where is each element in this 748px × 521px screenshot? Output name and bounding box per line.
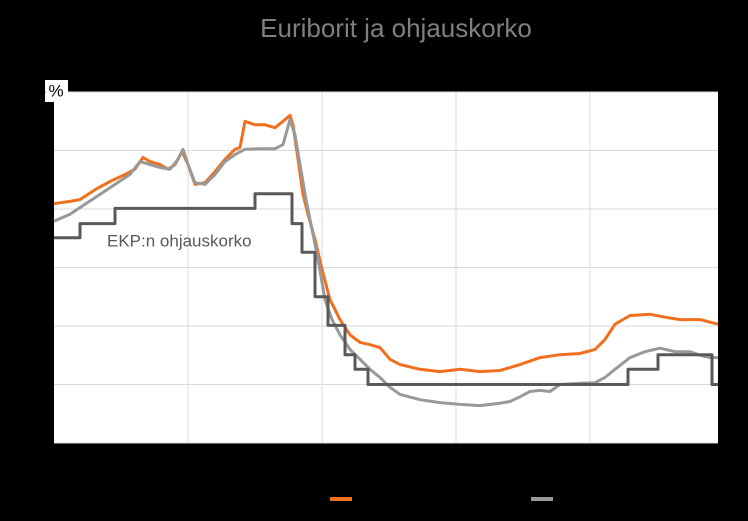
y-tick-label: 2 [39, 259, 46, 274]
y-tick-label: 3 [39, 200, 46, 215]
y-tick-label: 1 [39, 317, 46, 332]
chart-title: Euriborit ja ohjauskorko [260, 13, 532, 43]
series-line [54, 192, 718, 386]
y-tick-label: 0 [39, 376, 46, 391]
y-axis-label: % [48, 81, 63, 100]
x-tick-label: 536 [579, 450, 601, 465]
y-tick-label: 4 [39, 142, 46, 157]
y-tick-label: -1 [34, 434, 46, 449]
series-line [53, 118, 718, 408]
y-label-box [45, 80, 68, 102]
series-annotation: EKP:n ohjauskorko [107, 231, 252, 250]
y-tick-label: 5 [39, 83, 46, 98]
x-tick-label: 402 [445, 450, 467, 465]
x-tick-label: 134 [177, 450, 199, 465]
x-tick-label: 268 [311, 450, 333, 465]
